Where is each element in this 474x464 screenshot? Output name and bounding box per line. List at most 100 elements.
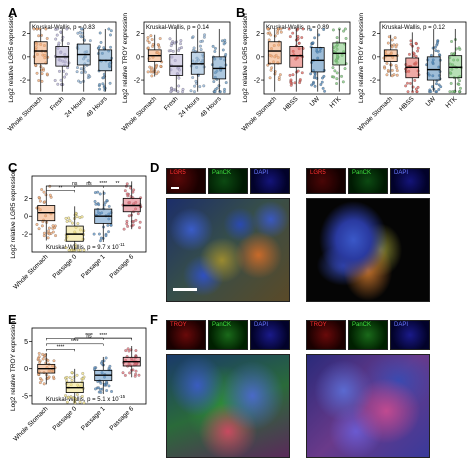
data-point	[126, 224, 130, 228]
data-point	[390, 38, 394, 42]
data-point	[390, 45, 394, 49]
data-point	[47, 229, 50, 233]
stat-annotation: Kruskal-Wallis, p = 5.1 x 10-15	[46, 394, 126, 403]
data-point	[99, 390, 103, 394]
data-point	[97, 203, 101, 207]
data-point	[66, 395, 70, 399]
data-point	[430, 53, 433, 57]
data-point	[298, 81, 301, 85]
data-point	[98, 192, 102, 196]
box-body	[33, 41, 48, 65]
data-point	[150, 74, 154, 78]
data-point	[385, 61, 389, 65]
y-axis-label: Log2 relative TROY expression	[358, 13, 365, 103]
data-point	[320, 80, 324, 84]
data-point	[59, 30, 63, 34]
data-point	[170, 41, 174, 45]
data-point	[438, 53, 441, 57]
y-tick-label: 0	[24, 214, 28, 221]
data-point	[429, 90, 433, 93]
data-point	[64, 216, 68, 220]
data-point	[169, 44, 173, 48]
data-point	[94, 387, 97, 391]
data-point	[411, 90, 415, 94]
data-point	[35, 27, 39, 31]
data-point	[88, 75, 92, 79]
data-point	[437, 88, 441, 91]
data-point	[193, 90, 196, 94]
data-point	[45, 37, 49, 40]
chart-a-troy: -2 0 2 Log2 relative TROY expression Kruskal…	[121, 13, 231, 133]
data-point	[300, 36, 304, 39]
data-point	[127, 214, 131, 218]
d-right-lgr5-channel: LGR5	[306, 168, 346, 194]
data-point	[146, 70, 150, 74]
data-point	[67, 248, 71, 252]
data-point	[104, 356, 108, 360]
data-point	[319, 83, 323, 86]
data-point	[386, 41, 390, 45]
data-point	[56, 82, 60, 86]
chart-b-troy: -2 0 2 Log2 relative TROY expression Kruskal…	[357, 13, 467, 133]
data-point	[99, 236, 103, 240]
data-point	[134, 369, 138, 373]
data-point	[64, 246, 68, 250]
data-point	[293, 81, 297, 85]
data-point	[133, 374, 137, 378]
data-point	[99, 381, 103, 385]
data-point	[278, 73, 282, 77]
data-point	[406, 81, 409, 85]
data-point	[321, 76, 324, 80]
data-point	[150, 38, 154, 41]
significance-bracket	[74, 337, 132, 340]
scale-bar	[173, 288, 197, 291]
data-point	[38, 381, 42, 385]
data-point	[45, 220, 49, 224]
data-point	[146, 36, 150, 39]
data-point	[47, 375, 51, 379]
data-point	[104, 234, 108, 238]
data-point	[66, 66, 70, 70]
data-point	[134, 349, 138, 352]
data-point	[437, 83, 441, 87]
data-point	[107, 204, 111, 208]
data-point	[289, 81, 293, 84]
data-point	[107, 27, 111, 31]
data-point	[335, 36, 339, 40]
data-point	[41, 357, 45, 361]
data-point	[77, 79, 80, 83]
x-tick-label: Fresh	[49, 95, 66, 112]
data-point	[416, 46, 420, 50]
data-point	[76, 393, 79, 396]
x-tick-label: UW	[309, 95, 322, 108]
data-point	[93, 200, 97, 203]
data-point	[213, 90, 217, 94]
data-point	[99, 388, 102, 391]
data-point	[70, 371, 74, 375]
significance-label: ****	[99, 181, 107, 187]
data-point	[107, 366, 111, 370]
data-point	[332, 28, 335, 32]
x-tick-label: 48 Hours	[199, 95, 223, 119]
data-point	[36, 356, 40, 360]
data-point	[62, 69, 66, 73]
data-point	[409, 81, 412, 85]
y-tick-label: 5	[24, 339, 28, 346]
data-point	[279, 30, 283, 34]
data-point	[156, 43, 160, 46]
data-point	[63, 75, 66, 79]
data-point	[45, 72, 49, 76]
data-point	[177, 76, 181, 80]
data-point	[155, 72, 158, 76]
data-point	[266, 27, 270, 31]
data-point	[109, 33, 112, 37]
significance-label: ns	[86, 181, 92, 187]
data-point	[191, 35, 195, 39]
data-point	[81, 377, 85, 381]
data-point	[159, 64, 163, 68]
y-tick-label: 0	[22, 54, 26, 61]
data-point	[333, 69, 337, 73]
data-point	[276, 29, 280, 33]
x-tick-label: Passage 6	[108, 253, 135, 280]
